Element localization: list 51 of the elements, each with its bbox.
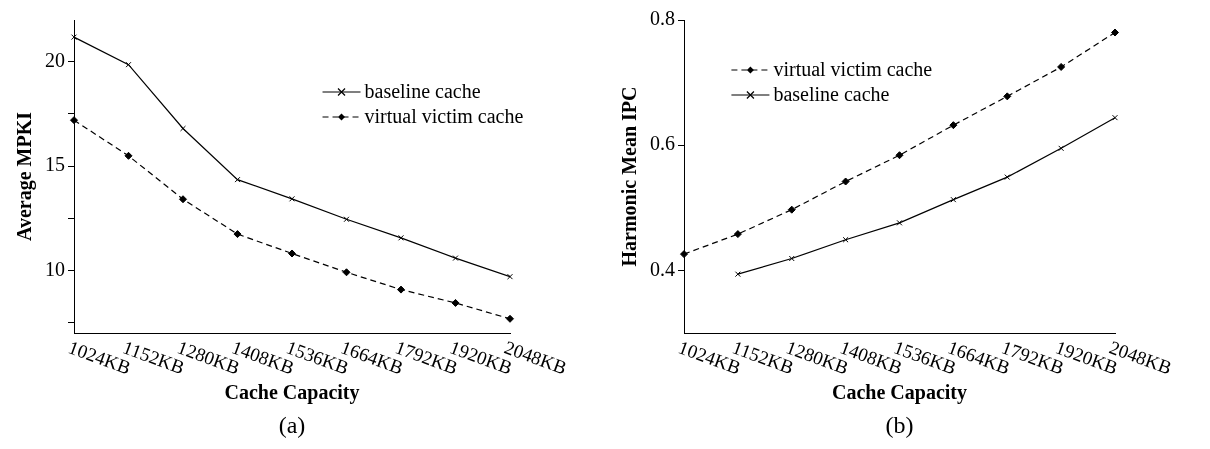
point (787, 205, 796, 214)
point (506, 314, 514, 323)
point (451, 298, 460, 307)
point (507, 273, 513, 280)
point (841, 177, 850, 186)
point (70, 116, 78, 125)
point (180, 125, 186, 132)
point (733, 230, 742, 239)
point (124, 151, 133, 160)
point (288, 249, 296, 258)
y-tick-label: 10 (45, 257, 65, 280)
point (1004, 174, 1011, 181)
point (342, 268, 351, 277)
y-tick-label: 0.4 (650, 257, 675, 280)
point (1111, 28, 1119, 37)
point (289, 195, 295, 202)
point (179, 195, 187, 204)
y-tick-label: 0.6 (650, 132, 675, 155)
point (680, 250, 688, 259)
point (452, 255, 459, 262)
point (895, 151, 904, 160)
legend-label: virtual victim cache (364, 105, 524, 128)
point (125, 61, 132, 68)
legend-label: virtual victim cache (773, 58, 933, 81)
point (1112, 114, 1118, 121)
point (734, 271, 741, 278)
text: (a) (278, 412, 306, 438)
point (896, 219, 903, 226)
point (950, 196, 957, 203)
y-axis-title: Average MPKI (13, 111, 37, 242)
point (398, 234, 404, 241)
point (71, 34, 77, 41)
text: (b) (885, 412, 914, 438)
point (343, 216, 350, 223)
point (1058, 145, 1065, 152)
x-axis-title: Cache Capacity (832, 381, 967, 404)
y-tick-label: 0.8 (650, 7, 675, 30)
point (234, 176, 241, 183)
legend-label: baseline cache (364, 80, 481, 103)
point (397, 285, 405, 294)
point (842, 236, 849, 243)
y-tick-label: 20 (45, 48, 65, 71)
point (1057, 62, 1066, 71)
point (788, 255, 795, 262)
point (233, 230, 242, 239)
legend-label: baseline cache (773, 83, 890, 106)
y-tick-label: 15 (45, 153, 65, 176)
y-axis-title: Harmonic Mean IPC (618, 86, 641, 267)
x-axis-title: Cache Capacity (224, 381, 360, 404)
point (1003, 92, 1012, 101)
point (949, 121, 958, 130)
